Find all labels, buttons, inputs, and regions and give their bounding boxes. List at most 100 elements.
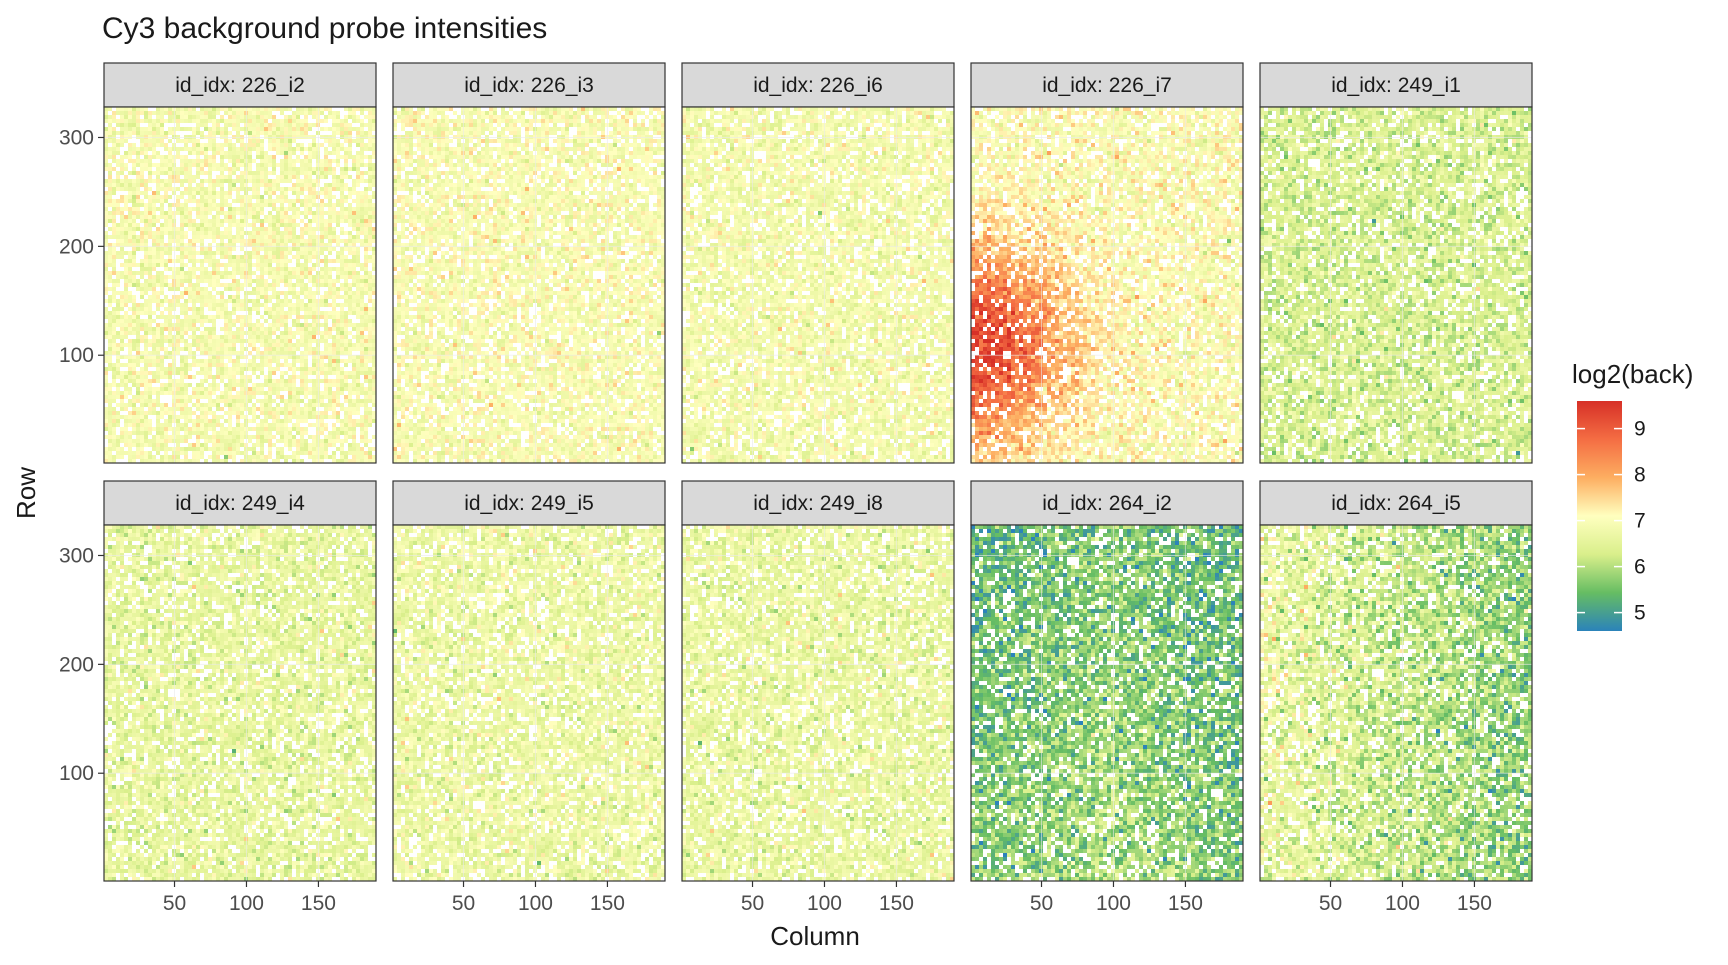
heat-cell xyxy=(156,131,160,135)
heat-cell xyxy=(276,123,280,127)
heat-cell xyxy=(312,115,316,119)
heat-cell xyxy=(124,115,128,119)
heat-cell xyxy=(248,151,252,155)
heat-cell xyxy=(368,123,372,127)
heat-cell xyxy=(224,119,228,123)
heat-cell xyxy=(184,139,188,143)
heat-cell xyxy=(336,151,340,155)
heat-cell xyxy=(120,111,124,115)
heat-cell xyxy=(260,111,264,115)
heat-cell xyxy=(152,127,156,131)
heat-cell xyxy=(108,139,112,143)
heat-cell xyxy=(152,119,156,123)
heat-cell xyxy=(284,123,288,127)
heat-cell xyxy=(296,115,300,119)
heat-cell xyxy=(224,123,228,127)
heat-cell xyxy=(344,131,348,135)
heat-cell xyxy=(232,127,236,131)
heat-cell xyxy=(132,143,136,147)
heat-cell xyxy=(360,119,364,123)
heat-cell xyxy=(368,147,372,151)
heat-cell xyxy=(296,147,300,151)
heat-cell xyxy=(176,111,180,115)
heat-cell xyxy=(124,139,128,143)
heat-cell xyxy=(168,119,172,123)
heat-cell xyxy=(200,119,204,123)
heat-cell xyxy=(148,131,152,135)
heat-cell xyxy=(180,139,184,143)
heat-cell xyxy=(112,119,116,123)
heat-cell xyxy=(308,111,312,115)
heat-cell xyxy=(268,123,272,127)
heat-cell xyxy=(344,123,348,127)
heat-cell xyxy=(292,111,296,115)
heat-cell xyxy=(288,127,292,131)
heat-cell xyxy=(208,119,212,123)
heat-cell xyxy=(144,127,148,131)
heat-cell xyxy=(200,147,204,151)
heat-cell xyxy=(332,115,336,119)
heat-cell xyxy=(268,147,272,151)
heat-cell xyxy=(240,139,244,143)
heat-cell xyxy=(280,111,284,115)
heat-cell xyxy=(348,111,352,115)
heat-cell xyxy=(368,115,372,119)
heat-cell xyxy=(188,127,192,131)
heat-cell xyxy=(176,139,180,143)
heat-cell xyxy=(196,147,200,151)
heat-cell xyxy=(124,131,128,135)
heat-cell xyxy=(108,147,112,151)
heat-cell xyxy=(228,123,232,127)
heat-cell xyxy=(200,111,204,115)
heat-cell xyxy=(360,139,364,143)
heat-cell xyxy=(356,127,360,131)
heat-cell xyxy=(140,147,144,151)
facet-panels: id_idx: 226_i2100200300id_idx: 226_i3id_… xyxy=(59,63,1532,915)
heat-cell xyxy=(212,119,216,123)
heat-cell xyxy=(248,131,252,135)
heat-cell xyxy=(128,115,132,119)
heat-cell xyxy=(252,115,256,119)
heat-cell xyxy=(128,155,132,159)
heat-cell xyxy=(292,119,296,123)
heat-cell xyxy=(216,119,220,123)
heat-cell xyxy=(152,147,156,151)
heat-cell xyxy=(256,127,260,131)
facet-strip-label: id_idx: 226_i2 xyxy=(175,74,305,97)
heat-cell xyxy=(284,119,288,123)
heat-cell xyxy=(232,143,236,147)
heat-cell xyxy=(136,131,140,135)
heat-cell xyxy=(176,119,180,123)
heat-cell xyxy=(172,119,176,123)
heat-cell xyxy=(364,115,368,119)
heat-cell xyxy=(284,131,288,135)
heat-cell xyxy=(236,115,240,119)
heat-cell xyxy=(156,123,160,127)
x-axis-label: Column xyxy=(770,921,860,951)
heat-cell xyxy=(220,131,224,135)
heat-cell xyxy=(304,127,308,131)
chart-figure: Cy3 background probe intensities Column … xyxy=(0,0,1728,960)
heat-cell xyxy=(232,123,236,127)
heat-cell xyxy=(140,131,144,135)
heat-cell xyxy=(348,123,352,127)
heat-cell xyxy=(296,123,300,127)
heat-cell xyxy=(216,123,220,127)
heat-cell xyxy=(368,111,372,115)
heat-cell xyxy=(116,147,120,151)
heat-cell xyxy=(180,147,184,151)
heat-cell xyxy=(156,119,160,123)
heat-cell xyxy=(292,139,296,143)
heat-cell xyxy=(128,131,132,135)
heat-cell xyxy=(340,131,344,135)
heat-cell xyxy=(304,147,308,151)
heat-cell xyxy=(272,131,276,135)
heat-cell xyxy=(296,111,300,115)
heat-cell xyxy=(208,143,212,147)
heat-cell xyxy=(224,151,228,155)
heat-cell xyxy=(268,131,272,135)
heat-cell xyxy=(296,131,300,135)
heat-cell xyxy=(164,119,168,123)
heat-cell xyxy=(228,119,232,123)
heat-cell xyxy=(188,139,192,143)
